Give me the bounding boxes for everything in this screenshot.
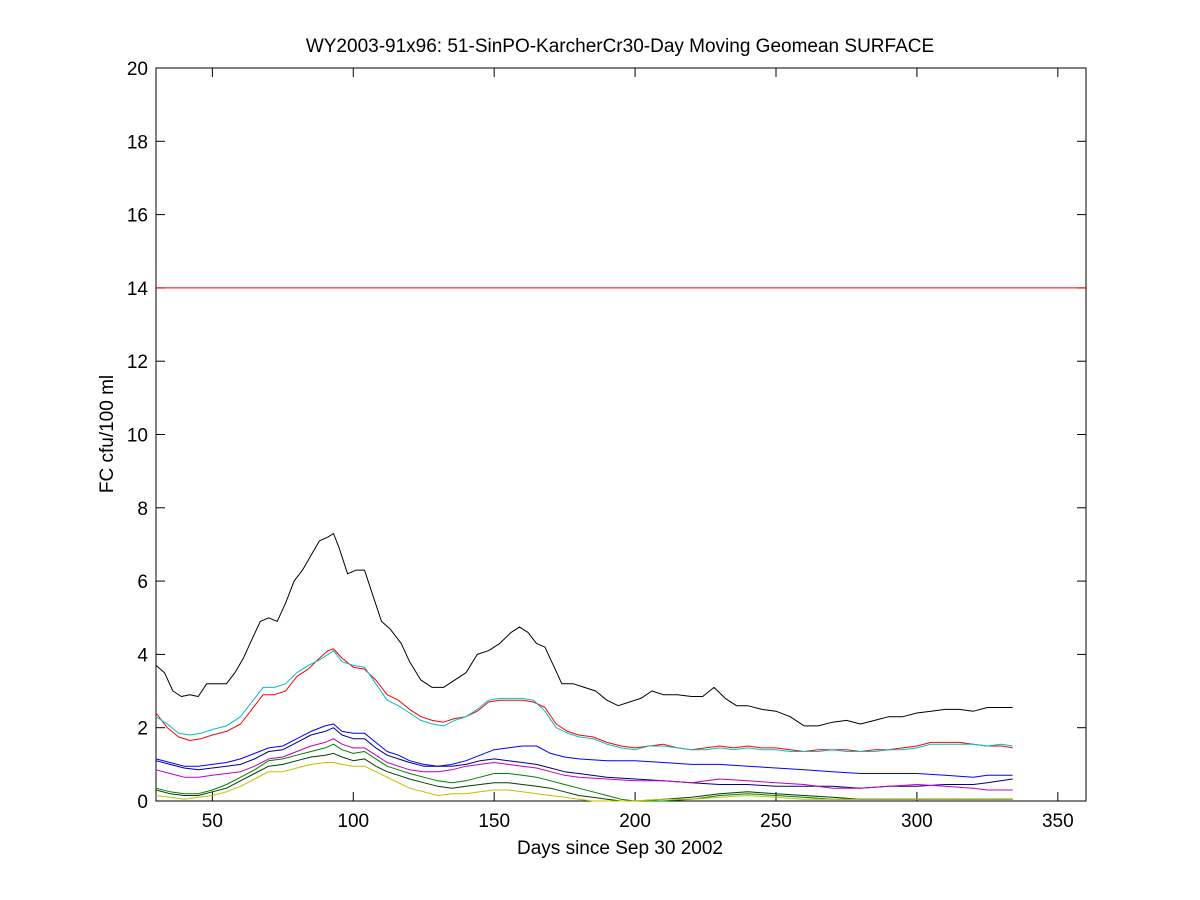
series-line-3 <box>155 650 1013 752</box>
series-line-8 <box>155 752 1013 802</box>
series-line-4 <box>155 723 1013 778</box>
y-tick-label: 0 <box>137 792 148 813</box>
x-tick-label: 200 <box>619 811 651 832</box>
y-tick-label: 20 <box>127 59 148 80</box>
y-tick-label: 18 <box>127 132 148 153</box>
y-axis-label: FC cfu/100 ml <box>97 375 118 493</box>
y-tick-label: 10 <box>127 426 148 447</box>
x-tick-label: 150 <box>478 811 510 832</box>
y-tick-label: 6 <box>137 572 148 593</box>
x-axis-label: Days since Sep 30 2002 <box>517 838 723 859</box>
y-tick-label: 12 <box>127 352 148 373</box>
y-tick-label: 4 <box>137 645 148 666</box>
y-tick-label: 8 <box>137 499 148 520</box>
series-line-6 <box>155 738 1013 791</box>
y-tick-label: 2 <box>137 719 148 740</box>
series-line-9 <box>155 762 1013 802</box>
x-tick-label: 50 <box>202 811 223 832</box>
chart-title: WY2003-91x96: 51-SinPO-KarcherCr30-Day M… <box>306 36 934 57</box>
y-tick-label: 16 <box>127 206 148 227</box>
x-tick-label: 300 <box>901 811 933 832</box>
x-tick-label: 100 <box>337 811 369 832</box>
series-line-5 <box>155 727 1013 789</box>
series-line-1 <box>155 533 1013 727</box>
series-line-7 <box>155 743 1013 802</box>
x-tick-label: 350 <box>1042 811 1074 832</box>
y-tick-label: 14 <box>127 279 149 300</box>
plot-area: 50 100 150 200 250 300 350 0 2 4 6 8 10 12 14 16 18 20 <box>127 59 1087 832</box>
series-line-2 <box>155 648 1013 752</box>
x-tick-label: 250 <box>760 811 792 832</box>
